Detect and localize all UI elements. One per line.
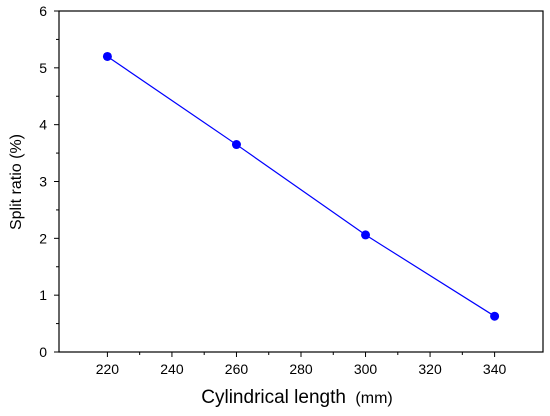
y-tick-label: 1 (39, 287, 47, 303)
y-axis-title: Split ratio (%) (8, 134, 25, 230)
x-axis-unit: (mm) (355, 390, 392, 407)
data-point (490, 311, 500, 321)
x-tick-label: 300 (354, 361, 378, 377)
y-tick-label: 3 (39, 174, 47, 190)
x-tick-label: 320 (418, 361, 442, 377)
x-tick-label: 220 (96, 361, 120, 377)
x-tick-label: 280 (289, 361, 313, 377)
x-axis-title: Cylindrical length (mm) (201, 387, 392, 408)
y-tick-label: 6 (39, 3, 47, 19)
x-tick-label: 240 (160, 361, 184, 377)
series-line (107, 55, 495, 317)
y-tick-label: 4 (39, 117, 47, 133)
y-axis-ticks: 0 1 2 3 4 5 6 (39, 3, 59, 360)
x-axis-label: Cylindrical length (201, 387, 346, 408)
data-point (231, 140, 241, 150)
x-axis-ticks: 220 240 260 280 300 320 340 (96, 352, 507, 377)
x-tick-label: 340 (483, 361, 507, 377)
data-point (102, 51, 112, 61)
y-tick-label: 2 (39, 230, 47, 246)
x-tick-label: 260 (225, 361, 249, 377)
y-tick-label: 5 (39, 60, 47, 76)
series-layer (102, 51, 500, 321)
y-tick-label: 0 (39, 344, 47, 360)
data-point (361, 230, 371, 240)
